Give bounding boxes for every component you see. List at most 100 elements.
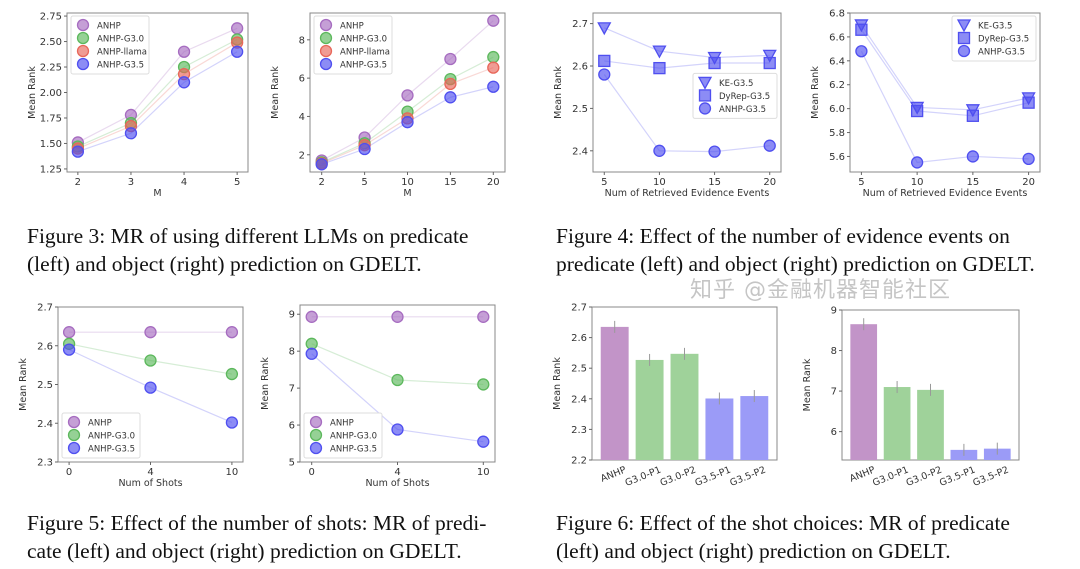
legend: ANHP ANHP-G3.0 ANHP-G3.5	[303, 412, 383, 459]
x-tick-label: 15	[444, 177, 457, 188]
data-point	[477, 310, 490, 323]
y-tick-label: 6.6	[829, 32, 845, 43]
legend-marker	[957, 44, 971, 58]
legend-marker	[697, 76, 713, 90]
y-tick-label: 6	[299, 74, 305, 85]
data-point	[444, 77, 457, 91]
data-point	[305, 310, 318, 323]
y-tick-label: 1.25	[40, 164, 62, 175]
x-tick-label: 10	[653, 177, 666, 188]
data-point	[225, 326, 239, 339]
data-point	[966, 150, 980, 163]
legend-label: DyRep-G3.5	[978, 35, 1029, 45]
data-point	[855, 45, 868, 58]
legend-label: ANHP	[97, 22, 121, 32]
y-tick-label: 2.6	[572, 62, 588, 73]
y-tick-label: 2.5	[572, 104, 588, 115]
legend-label: ANHP-G3.5	[719, 105, 766, 115]
series-line	[77, 27, 238, 143]
x-tick-label: G3.5-P2	[728, 465, 767, 489]
data-point	[230, 22, 244, 35]
data-point	[444, 91, 457, 104]
data-point	[1022, 96, 1035, 109]
figure-5-caption: Figure 5: Effect of the number of shots:…	[27, 509, 486, 565]
data-point	[391, 310, 404, 323]
y-tick-label: 2.50	[40, 37, 62, 48]
x-tick-label: G3.0-P2	[905, 465, 944, 489]
legend: ANHP ANHP-G3.0 ANHP-G3.5	[61, 412, 141, 459]
bar	[917, 389, 944, 460]
chart-1: 1.25 1.50 1.75 2.00 2.25 2.50 2.75 Mean Rank M 2 3…	[27, 12, 249, 199]
x-tick-label: 20	[487, 177, 500, 188]
y-tick-label: 8	[289, 347, 295, 358]
legend-label: ANHP	[88, 419, 112, 429]
y-axis-label: Mean Rank	[810, 66, 821, 119]
legend-label: ANHP	[330, 419, 354, 429]
caption-line: (left) and object (right) prediction on …	[556, 539, 951, 563]
y-tick-label: 2.2	[571, 456, 587, 467]
x-tick-label: G3.0-P1	[624, 465, 663, 489]
y-tick-label: 2.4	[37, 419, 53, 430]
data-point	[305, 347, 318, 360]
data-point	[1022, 152, 1035, 165]
x-axis-label: Num of Retrieved Evidence Events	[863, 188, 1028, 199]
y-tick-label: 6	[289, 421, 295, 432]
y-tick-label: 2.3	[571, 425, 587, 436]
data-point	[653, 61, 666, 75]
y-tick-label: 7	[289, 384, 295, 395]
y-tick-label: 5.6	[829, 152, 845, 163]
x-tick-label: 10	[226, 467, 239, 478]
x-axis-label: M	[403, 188, 411, 199]
y-tick-label: 6.0	[829, 104, 845, 115]
y-tick-label: 2.7	[37, 303, 53, 314]
y-tick-label: 9	[831, 306, 837, 317]
legend-marker	[67, 441, 81, 455]
x-tick-label: G3.0-P2	[659, 465, 698, 489]
data-point	[708, 145, 721, 158]
legend: KE-G3.5 DyRep-G3.5 ANHP-G3.5	[692, 72, 778, 119]
caption-line: Figure 4: Effect of the number of eviden…	[556, 224, 1010, 248]
data-point	[62, 326, 76, 339]
y-tick-label: 2.7	[572, 19, 588, 30]
legend-frame	[303, 412, 383, 459]
y-tick-label: 6.4	[829, 56, 845, 67]
series-dyrep-g3-5	[598, 54, 776, 75]
data-point	[391, 373, 404, 387]
y-axis-label: Mean Rank	[553, 66, 564, 119]
data-point	[401, 116, 414, 129]
y-tick-label: 2.00	[40, 88, 62, 99]
x-tick-label: G3.5-P2	[971, 465, 1010, 489]
legend-label: ANHP-G3.5	[340, 61, 387, 71]
chart-3: 2.4 2.5 2.6 2.7 Mean Rank Num of Retrieved Ev…	[553, 12, 782, 199]
legend-label: ANHP-G3.5	[88, 445, 135, 455]
legend: ANHP ANHP-G3.0 ANHP-llama ANHP-G3.5	[70, 15, 150, 75]
legend-label: ANHP-G3.5	[97, 61, 144, 71]
data-point	[653, 144, 666, 157]
data-point	[391, 423, 404, 436]
y-tick-label: 9	[289, 310, 295, 321]
x-tick-label: G3.5-P1	[938, 465, 977, 489]
legend-frame	[61, 412, 141, 459]
data-point	[477, 435, 490, 448]
x-tick-label: 0	[66, 467, 72, 478]
legend-marker	[309, 415, 323, 429]
chart-4: 5.6 5.8 6.0 6.2 6.4 6.6 6.8 Mean Rank Num of Ret…	[810, 9, 1041, 199]
data-point	[315, 158, 328, 171]
series-anhp-g3-0	[305, 337, 490, 391]
x-tick-label: 0	[309, 467, 315, 478]
caption-line: Figure 3: MR of using different LLMs on …	[27, 224, 469, 248]
series-line	[603, 74, 770, 153]
x-tick-label: 4	[181, 177, 187, 188]
legend-frame	[692, 72, 778, 119]
data-point	[966, 109, 980, 122]
legend-marker	[698, 102, 712, 115]
series-line	[604, 27, 770, 59]
legend-marker	[319, 57, 333, 71]
x-tick-label: 2	[75, 177, 81, 188]
x-tick-label: 5	[858, 177, 864, 188]
data-point	[62, 343, 76, 356]
legend-label: ANHP	[340, 22, 364, 32]
y-tick-label: 6.2	[829, 80, 845, 91]
y-axis-label: Mean Rank	[552, 357, 563, 410]
